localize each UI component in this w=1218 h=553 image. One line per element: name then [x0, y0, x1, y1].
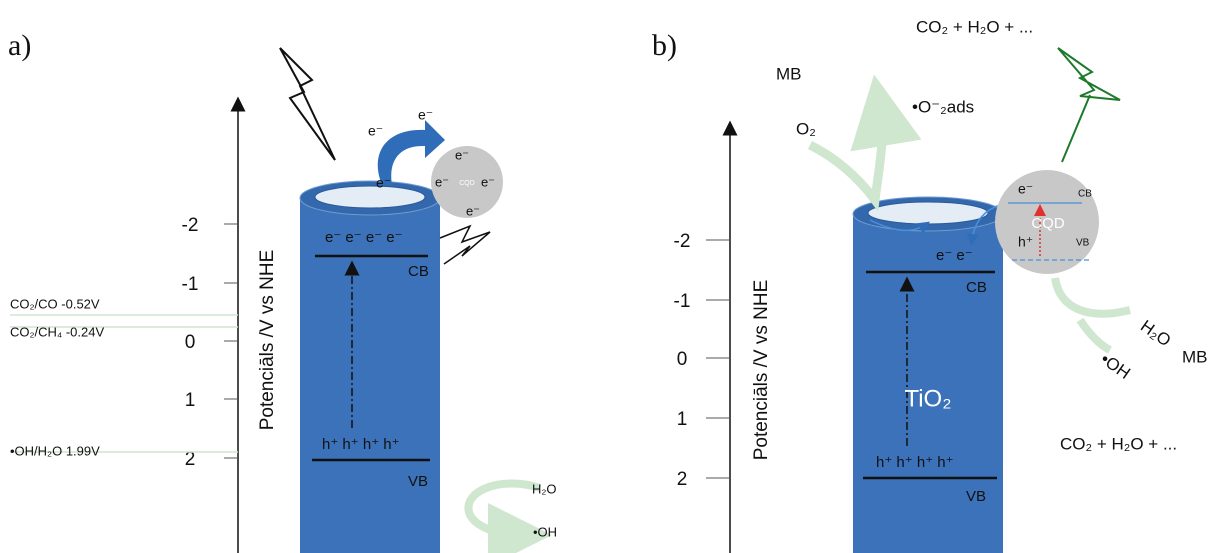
tick-label: -1	[674, 291, 691, 312]
oxygen-arrow	[810, 110, 882, 200]
light-bolt	[1058, 48, 1120, 100]
diagram: a) -2 -1 0 1 2 Potenciāls /V vs NHE CO₂/…	[0, 0, 1218, 553]
mb: MB	[1182, 347, 1208, 366]
panel-label: a)	[8, 29, 31, 62]
small-bolt	[440, 226, 490, 264]
cylinder-opening	[315, 186, 425, 208]
axis-label: Potenciāls /V vs NHE	[751, 280, 772, 461]
cylinder-opening	[868, 202, 988, 224]
products: CO₂ + H₂O + ...	[916, 17, 1033, 36]
cqd-vb-label: VB	[1076, 238, 1090, 249]
mb: MB	[776, 64, 802, 83]
cb-label: CB	[966, 279, 987, 296]
products: CO₂ + H₂O + ...	[1060, 434, 1177, 453]
electron: e⁻	[466, 203, 480, 218]
water: H₂O	[1137, 316, 1174, 350]
reaction-arrow	[468, 483, 540, 535]
tick-label: 1	[677, 409, 688, 430]
tick-label: 0	[677, 349, 688, 370]
light-ray	[1062, 95, 1090, 162]
material-label: TiO₂	[904, 385, 951, 412]
tick-label: -2	[182, 215, 199, 236]
electrons: e⁻ e⁻ e⁻ e⁻	[325, 229, 403, 246]
vb-label: VB	[966, 488, 986, 505]
cqd-label: CQD	[459, 180, 475, 187]
vb-label: VB	[408, 473, 428, 490]
cylinder-body	[300, 198, 440, 553]
holes: h⁺ h⁺ h⁺ h⁺	[876, 454, 954, 471]
oxygen: O₂	[796, 119, 816, 138]
reference-label: CO₂/CH₄ -0.24V	[10, 324, 104, 339]
electron: e⁻	[418, 107, 433, 123]
superoxide: •O⁻₂ads	[912, 97, 974, 116]
electron: e⁻	[435, 174, 449, 189]
electron: e⁻	[368, 123, 383, 139]
panel-b: b) -2 -1 0 1 2 Potenciāls /V vs NHE e⁻ e…	[652, 17, 1208, 553]
electrons: e⁻ e⁻	[936, 247, 973, 264]
water-arrow	[1055, 278, 1130, 350]
hole: h⁺	[1018, 234, 1033, 250]
cqd-label: CQD	[1031, 215, 1065, 232]
cb-label: CB	[408, 263, 429, 280]
product: •OH	[533, 524, 557, 539]
reference-label: CO₂/CO -0.52V	[10, 296, 100, 311]
electron: e⁻	[1018, 181, 1033, 197]
panel-a: a) -2 -1 0 1 2 Potenciāls /V vs NHE CO₂/…	[8, 29, 557, 553]
hydroxyl: •OH	[1097, 349, 1134, 383]
electron: e⁻	[481, 174, 495, 189]
reference-label: •OH/H₂O 1.99V	[10, 443, 100, 458]
tick-label: 1	[185, 390, 196, 411]
tick-label: 2	[677, 469, 688, 490]
ticks	[224, 224, 238, 458]
ticks	[706, 240, 730, 478]
electron: e⁻	[376, 175, 391, 191]
cqd-cb-label: CB	[1078, 189, 1092, 200]
axis-label: Potenciāls /V vs NHE	[257, 250, 278, 431]
panel-label: b)	[652, 29, 677, 62]
product: H₂O	[532, 481, 557, 496]
tick-label: 0	[185, 332, 196, 353]
electron: e⁻	[455, 147, 469, 162]
tick-label: -1	[182, 274, 199, 295]
holes: h⁺ h⁺ h⁺ h⁺	[322, 436, 400, 453]
tick-label: -2	[674, 231, 691, 252]
light-bolt	[280, 48, 335, 160]
